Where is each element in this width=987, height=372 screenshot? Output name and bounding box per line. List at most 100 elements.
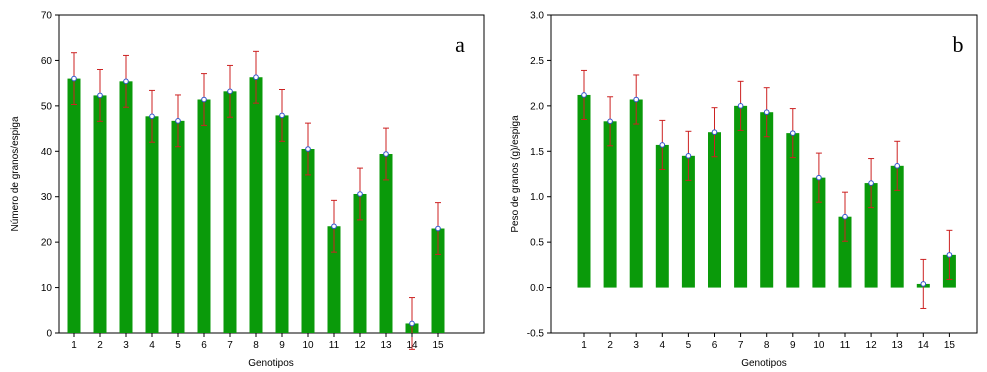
mean-marker <box>763 109 770 116</box>
x-tick-label: 2 <box>607 340 613 351</box>
bar <box>197 99 211 333</box>
x-tick-label: 13 <box>892 340 904 351</box>
bars-a <box>67 50 445 350</box>
mean-marker <box>357 191 363 197</box>
mean-marker <box>305 146 311 152</box>
y-tick-label: 1.5 <box>530 147 544 158</box>
mean-marker <box>175 118 181 124</box>
bar <box>786 133 800 288</box>
mean-marker <box>227 88 233 95</box>
x-tick-label: 11 <box>329 340 340 351</box>
chart-b: -0.50.00.51.01.52.02.53.0 1 2 3 4 5 6 7 8 9 10 11 1… <box>510 11 978 369</box>
y-tick-label: 0 <box>46 329 52 340</box>
mean-marker <box>331 223 337 230</box>
bar <box>171 120 185 333</box>
bar <box>431 228 445 333</box>
bar <box>734 105 748 288</box>
x-tick-label: 12 <box>866 340 878 351</box>
bar <box>93 95 107 333</box>
mean-marker <box>97 92 103 99</box>
y-tick-label: -0.5 <box>527 329 545 340</box>
mean-marker <box>123 78 129 85</box>
bar <box>249 77 263 333</box>
x-axis-b: 1 2 3 4 5 6 7 8 9 10 11 12 13 14 15 <box>581 333 955 351</box>
x-tick-label: 14 <box>406 340 418 351</box>
x-tick-label: 10 <box>302 340 314 351</box>
mean-marker <box>253 74 259 81</box>
bar <box>603 121 617 288</box>
mean-marker <box>659 142 666 148</box>
y-tick-label: 60 <box>41 56 53 67</box>
x-tick-label: 1 <box>581 340 587 351</box>
mean-marker <box>279 112 285 119</box>
y-axis-a: 0 10 20 30 40 50 60 70 <box>41 11 59 340</box>
mean-marker <box>790 130 796 136</box>
plot-frame-a <box>58 14 485 334</box>
bar <box>812 177 826 288</box>
x-tick-label: 14 <box>918 340 930 351</box>
x-tick-label: 5 <box>175 340 181 351</box>
mean-marker <box>633 96 639 103</box>
mean-marker <box>383 151 389 157</box>
mean-marker <box>149 113 155 120</box>
mean-marker <box>581 92 587 98</box>
y-tick-label: 1.0 <box>530 192 544 203</box>
y-tick-label: 2.5 <box>530 56 544 67</box>
y-tick-label: 2.0 <box>530 101 544 112</box>
x-axis-label-a: Genotipos <box>248 358 294 369</box>
mean-marker <box>842 213 848 220</box>
bar <box>301 149 315 333</box>
mean-marker <box>816 174 822 181</box>
x-tick-label: 7 <box>227 340 233 351</box>
mean-marker <box>607 118 613 125</box>
mean-marker <box>201 96 207 103</box>
y-tick-label: 0.5 <box>530 238 544 249</box>
mean-marker <box>435 225 441 232</box>
y-axis-b: -0.5 0.0 0.5 1.0 1.5 2.0 2.5 3.0 <box>527 11 551 340</box>
mean-marker <box>920 281 927 287</box>
panel-letter-b: b <box>953 32 964 57</box>
mean-marker <box>711 129 718 136</box>
panel-letter-a: a <box>455 32 465 57</box>
y-tick-label: 30 <box>41 192 53 203</box>
bar <box>681 155 695 288</box>
mean-marker <box>685 153 692 159</box>
x-tick-label: 6 <box>712 340 718 351</box>
mean-marker <box>737 103 744 109</box>
bar <box>353 193 367 333</box>
x-tick-label: 6 <box>201 340 207 351</box>
bar <box>223 91 237 333</box>
y-axis-label-a: Número de granos/espiga <box>10 116 21 232</box>
x-tick-label: 10 <box>813 340 825 351</box>
x-tick-label: 3 <box>633 340 639 351</box>
bar <box>119 81 133 333</box>
x-tick-label: 15 <box>944 340 956 351</box>
mean-marker <box>868 180 874 186</box>
x-tick-label: 8 <box>764 340 770 351</box>
mean-marker <box>409 320 415 327</box>
bar <box>708 132 721 288</box>
bar <box>379 154 393 333</box>
x-tick-label: 11 <box>840 340 851 351</box>
y-tick-label: 20 <box>41 238 53 249</box>
bar <box>577 94 591 288</box>
y-tick-label: 0.0 <box>530 283 544 294</box>
bar <box>327 226 341 333</box>
x-tick-label: 4 <box>149 340 155 351</box>
plot-frame-b <box>550 14 978 334</box>
x-tick-label: 9 <box>790 340 796 351</box>
bar <box>655 144 669 288</box>
y-tick-label: 3.0 <box>530 11 544 22</box>
x-tick-label: 13 <box>380 340 392 351</box>
x-tick-label: 3 <box>123 340 129 351</box>
x-tick-label: 8 <box>253 340 259 351</box>
x-tick-label: 12 <box>354 340 366 351</box>
y-axis-label-b: Peso de granos (g)/espiga <box>510 115 521 233</box>
bar <box>890 165 904 288</box>
x-tick-label: 1 <box>71 340 77 351</box>
mean-marker <box>946 252 953 258</box>
x-tick-label: 5 <box>686 340 692 351</box>
x-axis-a: 1 2 3 4 5 6 7 8 9 10 11 12 13 14 15 <box>71 333 444 351</box>
y-tick-label: 70 <box>41 11 53 22</box>
